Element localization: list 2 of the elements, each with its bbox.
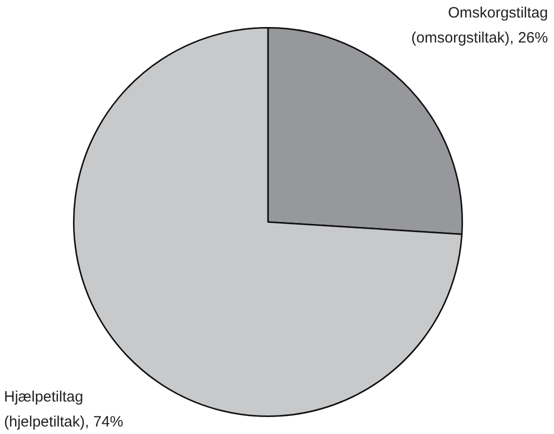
slice-label: Omskorgstiltag (omsorgstiltak), 26% <box>411 4 548 47</box>
slice-label: Hjælpetiltag (hjelpetiltak), 74% <box>4 388 124 431</box>
